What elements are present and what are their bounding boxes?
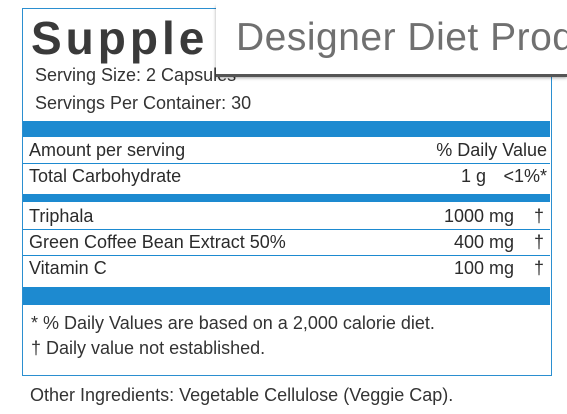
other-ingredients: Other Ingredients: Vegetable Cellulose (… [30, 385, 454, 405]
table-row: Total Carbohydrate 1 g <1%* [23, 165, 550, 189]
footnote-daily-values: * % Daily Values are based on a 2,000 ca… [31, 313, 435, 333]
ingredient-name: Triphala [29, 206, 94, 226]
table-header-row: Amount per serving % Daily Value [23, 139, 550, 164]
nutrient-name: Total Carbohydrate [29, 166, 182, 186]
ingredient-name: Vitamin C [29, 258, 107, 278]
table-row: Green Coffee Bean Extract 50% 400 mg † [23, 231, 550, 256]
ingredient-amount: 100 mg [453, 258, 514, 278]
nutrient-dv: <1%* [503, 166, 547, 186]
ingredient-dv: † [533, 258, 544, 278]
divider-medium [23, 194, 550, 202]
nutrient-amount: 1 g [460, 166, 486, 186]
table-row: Vitamin C 100 mg † [23, 257, 550, 281]
ingredient-dv: † [533, 232, 544, 252]
product-title-banner: Designer Diet Product [216, 2, 567, 74]
thick-divider-top [23, 121, 550, 137]
banner-text: Designer Diet Product [236, 16, 567, 59]
ingredient-amount: 1000 mg [443, 206, 514, 226]
ingredient-amount: 400 mg [453, 232, 514, 252]
ingredient-dv: † [533, 206, 544, 226]
serving-size: Serving Size: 2 Capsules [35, 65, 237, 85]
ingredient-name: Green Coffee Bean Extract 50% [29, 232, 286, 252]
thick-divider-bottom [23, 287, 550, 305]
footnote-not-established: † Daily value not established. [31, 338, 266, 358]
table-row: Triphala 1000 mg † [23, 205, 550, 230]
panel-title: Supple [31, 12, 209, 64]
daily-value-header: % Daily Value [436, 140, 547, 160]
amount-per-serving-label: Amount per serving [29, 140, 186, 160]
servings-per-container: Servings Per Container: 30 [35, 93, 252, 113]
